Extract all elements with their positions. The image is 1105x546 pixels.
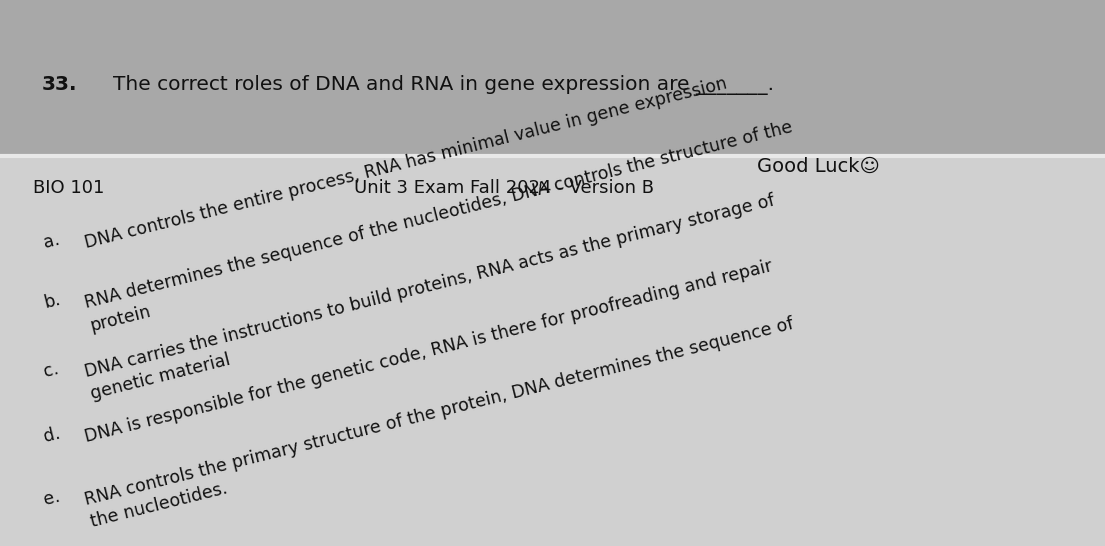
Text: 33.: 33. <box>42 75 77 94</box>
Text: RNA controls the primary structure of the protein, DNA determines the sequence o: RNA controls the primary structure of th… <box>83 314 801 531</box>
Text: DNA controls the entire process, RNA has minimal value in gene expression: DNA controls the entire process, RNA has… <box>83 75 729 252</box>
FancyBboxPatch shape <box>0 156 1105 546</box>
FancyBboxPatch shape <box>0 0 1105 156</box>
Text: b.: b. <box>42 291 63 312</box>
Text: Good Luck☺: Good Luck☺ <box>757 157 880 176</box>
Text: BIO 101: BIO 101 <box>33 180 105 197</box>
Text: DNA carries the instructions to build proteins, RNA acts as the primary storage : DNA carries the instructions to build pr… <box>83 191 782 403</box>
Text: a.: a. <box>42 231 62 252</box>
Text: Unit 3 Exam Fall 2024 - Version B: Unit 3 Exam Fall 2024 - Version B <box>354 180 653 197</box>
Text: The correct roles of DNA and RNA in gene expression are _______.: The correct roles of DNA and RNA in gene… <box>113 75 774 94</box>
Text: e.: e. <box>42 488 62 509</box>
Text: d.: d. <box>42 425 63 446</box>
Text: c.: c. <box>42 359 61 381</box>
Text: DNA is responsible for the genetic code, RNA is there for proofreading and repai: DNA is responsible for the genetic code,… <box>83 257 775 446</box>
Text: RNA determines the sequence of the nucleotides, DNA controls the structure of th: RNA determines the sequence of the nucle… <box>83 118 800 335</box>
